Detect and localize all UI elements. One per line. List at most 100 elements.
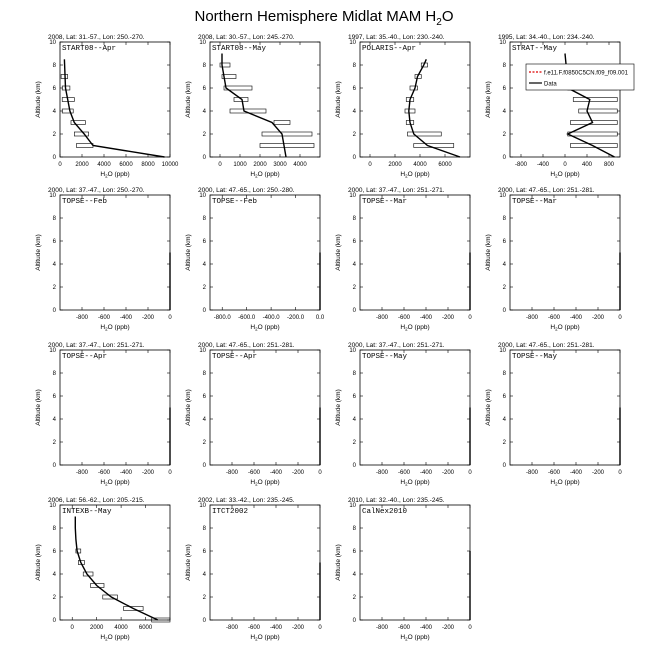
x-axis-label-end: O (ppb) — [258, 479, 280, 486]
y-tick-label: 10 — [349, 40, 356, 46]
x-axis-label-end: O (ppb) — [258, 171, 280, 178]
x-tick-label: -400 — [120, 315, 133, 321]
y-tick-label: 4 — [353, 572, 357, 578]
y-tick-label: 10 — [499, 348, 506, 354]
x-tick-label: 0 — [318, 625, 322, 631]
y-tick-label: 6 — [53, 86, 57, 92]
x-axis-label-end: O (ppb) — [408, 171, 430, 178]
x-tick-label: -800 — [526, 315, 539, 321]
data-range-box — [404, 108, 416, 114]
y-tick-label: 8 — [503, 216, 507, 222]
x-axis-label-end: O (ppb) — [558, 324, 580, 331]
x-axis-label-end: O (ppb) — [108, 171, 130, 178]
legend: f.e11.F.f0850C5CN.f09_f09.001 Data — [525, 63, 635, 91]
figure-title-end: O — [441, 8, 454, 25]
panel-3: 1997, Lat: 35.-40., Lon: 230.-240. 0 2 4 6 8 1… — [335, 34, 471, 179]
y-axis-label: Altitude (km) — [485, 81, 492, 117]
panel-header: 2006, Lat: 56.-62., Lon: 205.-215. — [48, 497, 145, 504]
y-tick-label: 4 — [353, 109, 357, 115]
x-axis-label-main: H — [400, 634, 405, 641]
x-axis-label-subscript: 2 — [405, 482, 408, 487]
y-tick-label: 4 — [203, 262, 207, 268]
y-tick-label: 6 — [353, 86, 357, 92]
plot-frame — [59, 41, 171, 158]
data-range-box — [123, 606, 144, 611]
x-tick-label: 0 — [468, 315, 472, 321]
y-tick-label: 0 — [353, 618, 357, 624]
panel-header: 1995, Lat: 34.-40., Lon: 234.-240. — [498, 34, 595, 41]
campaign-label: TOPSE--Mar — [512, 198, 557, 206]
x-tick-label: 2000 — [90, 625, 104, 631]
x-tick-label: -200 — [292, 470, 305, 476]
y-tick-label: 2 — [203, 285, 207, 291]
x-axis-label-subscript: 2 — [255, 174, 258, 179]
data-range-box — [259, 143, 315, 148]
x-tick-label: 0 — [168, 470, 172, 476]
campaign-label: TOPSE--Feb — [212, 198, 257, 206]
x-axis-label-end: O (ppb) — [408, 634, 430, 641]
y-tick-label: 8 — [53, 63, 57, 69]
x-axis-label-subscript: 2 — [105, 482, 108, 487]
x-tick-label: -800 — [376, 470, 389, 476]
x-tick-label: -400 — [570, 315, 583, 321]
campaign-label: POLARIS--Apr — [362, 45, 416, 53]
data-range-box — [61, 108, 74, 114]
x-axis-label-main: H — [100, 171, 105, 178]
x-axis-label-subscript: 2 — [405, 637, 408, 642]
panel-header: 2010, Lat: 32.-40., Lon: 235.-245. — [348, 497, 445, 504]
y-tick-label: 2 — [203, 440, 207, 446]
y-tick-label: 0 — [203, 463, 207, 469]
x-tick-label: -400 — [420, 625, 433, 631]
y-tick-label: 8 — [353, 526, 357, 532]
y-tick-label: 0 — [503, 463, 507, 469]
x-tick-label: -200 — [442, 315, 455, 321]
panel-header: 2000, Lat: 47.-65., Lon: 251.-281. — [498, 342, 595, 349]
x-tick-label: 0 — [368, 162, 372, 168]
x-tick-label: -400 — [420, 315, 433, 321]
x-tick-label: 0 — [318, 470, 322, 476]
campaign-label: TOPSE--May — [512, 353, 558, 361]
campaign-label: CalNex2010 — [362, 508, 408, 516]
y-tick-label: 0 — [353, 463, 357, 469]
x-axis-label-subscript: 2 — [105, 327, 108, 332]
plot-frame — [209, 194, 321, 311]
y-tick-label: 6 — [353, 549, 357, 555]
y-axis-label: Altitude (km) — [185, 234, 192, 270]
x-axis-label-main: H — [400, 479, 405, 486]
campaign-label: TOPSE--Apr — [212, 353, 257, 361]
data-profile-line — [221, 53, 287, 158]
data-range-box — [90, 583, 105, 588]
x-tick-label: 2000 — [75, 162, 89, 168]
data-range-box — [76, 143, 94, 148]
plot-frame — [359, 349, 471, 466]
y-tick-label: 0 — [503, 308, 507, 314]
x-tick-label: 0 — [468, 625, 472, 631]
y-tick-label: 8 — [353, 63, 357, 69]
x-tick-label: -600 — [548, 315, 561, 321]
y-tick-label: 4 — [53, 109, 57, 115]
y-axis-label: Altitude (km) — [185, 544, 192, 580]
x-tick-label: 0 — [58, 162, 62, 168]
x-tick-label: -200 — [142, 315, 155, 321]
x-axis-label: H2O (ppb) — [100, 171, 129, 179]
x-tick-label: -600 — [398, 625, 411, 631]
x-axis-label: H2O (ppb) — [550, 324, 579, 332]
x-axis-label: H2O (ppb) — [250, 324, 279, 332]
data-range-box — [578, 108, 618, 114]
y-tick-label: 2 — [503, 132, 507, 138]
y-tick-label: 0 — [353, 155, 357, 161]
x-tick-label: 2000 — [253, 162, 267, 168]
x-axis-label-main: H — [550, 171, 555, 178]
panel-header: 2000, Lat: 47.-65., Lon: 250.-280. — [198, 187, 295, 194]
x-axis-label-subscript: 2 — [255, 327, 258, 332]
x-tick-label: -600 — [248, 470, 261, 476]
y-tick-label: 8 — [53, 371, 57, 377]
y-tick-label: 6 — [53, 239, 57, 245]
x-tick-label: -400 — [120, 470, 133, 476]
x-tick-label: 2000 — [388, 162, 402, 168]
y-tick-label: 6 — [203, 549, 207, 555]
y-axis-label: Altitude (km) — [485, 234, 492, 270]
y-tick-label: 8 — [503, 63, 507, 69]
y-tick-label: 2 — [53, 132, 57, 138]
y-axis-label: Altitude (km) — [35, 81, 42, 117]
